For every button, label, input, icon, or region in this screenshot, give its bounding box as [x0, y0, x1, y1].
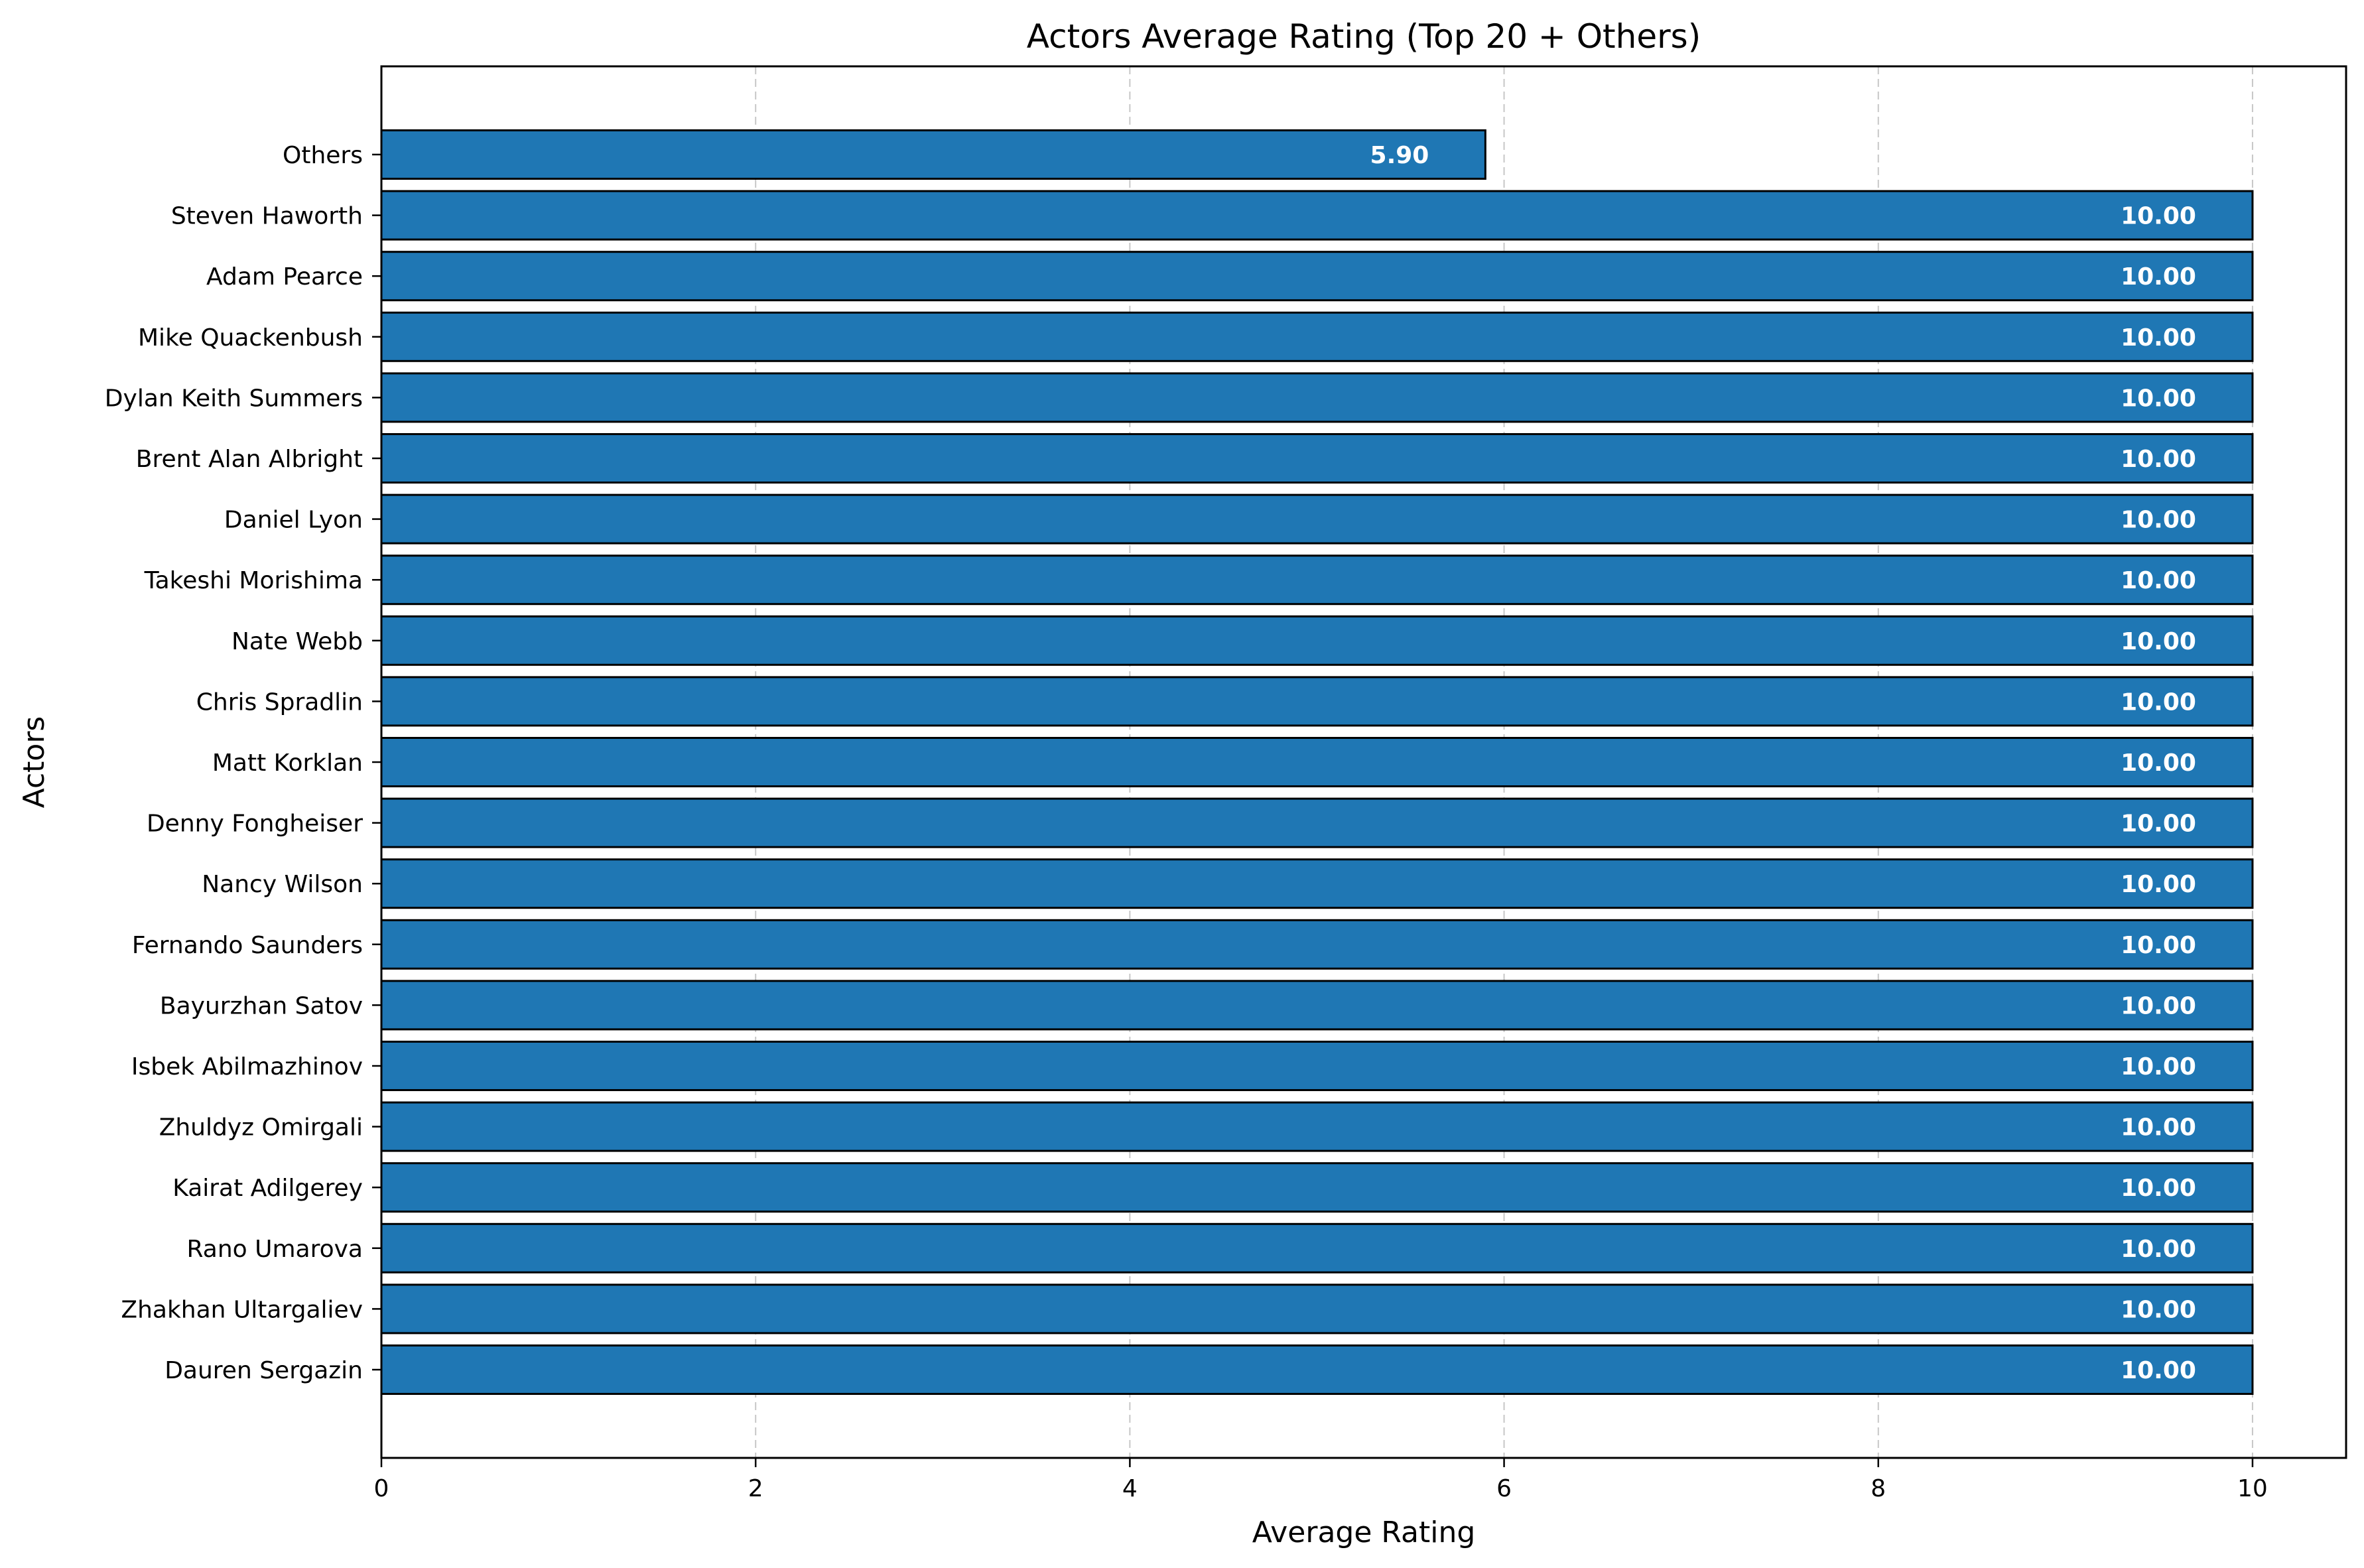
bar-value-label: 10.00	[2121, 324, 2196, 352]
bar-value-label: 10.00	[2121, 871, 2196, 898]
bar	[380, 1344, 2254, 1395]
bar	[380, 1101, 2254, 1152]
bar-value-label: 10.00	[2121, 811, 2196, 838]
y-tick-label: Brent Alan Albright	[136, 446, 363, 473]
bar	[380, 433, 2254, 484]
bar	[380, 311, 2254, 362]
x-tick-label: 4	[1122, 1475, 1138, 1502]
bar-value-label: 10.00	[2121, 750, 2196, 777]
bar-value-label: 10.00	[2121, 567, 2196, 594]
bar	[380, 372, 2254, 423]
bar-value-label: 10.00	[2121, 688, 2196, 716]
bars	[380, 129, 2254, 1395]
y-tick-label: Steven Haworth	[171, 203, 363, 230]
y-tick-label: Takeshi Morishima	[144, 567, 363, 594]
bar	[380, 251, 2254, 302]
y-tick-label: Nate Webb	[231, 628, 363, 655]
bar-value-label: 10.00	[2121, 203, 2196, 230]
y-tick-label: Rano Umarova	[187, 1236, 363, 1263]
bar	[380, 1162, 2254, 1213]
bar-value-label: 10.00	[2121, 1296, 2196, 1323]
value-labels: 5.90 10.00 10.00 10.00 10.00 10.00 10.00 10.00 1…	[1370, 142, 2196, 1384]
y-tick-label: Isbek Abilmazhinov	[131, 1053, 363, 1080]
bar	[380, 555, 2254, 606]
y-tick-label: Mike Quackenbush	[138, 324, 363, 352]
bar	[380, 1041, 2254, 1091]
bar	[380, 493, 2254, 545]
y-axis-ticks: Others Steven Haworth Adam Pearce Mike Quac…	[105, 142, 381, 1384]
y-tick-label: Adam Pearce	[206, 263, 363, 291]
bar-value-label: 10.00	[2121, 263, 2196, 291]
bar	[380, 190, 2254, 241]
y-axis-label: Actors	[17, 716, 51, 809]
bar-value-label: 10.00	[2121, 507, 2196, 534]
y-tick-label: Bayurzhan Satov	[160, 992, 363, 1019]
y-tick-label: Others	[283, 142, 363, 169]
chart-title: Actors Average Rating (Top 20 + Others)	[1027, 17, 1701, 56]
bar	[380, 1222, 2254, 1274]
bar-value-label: 10.00	[2121, 1236, 2196, 1263]
y-tick-label: Dauren Sergazin	[164, 1357, 363, 1384]
y-tick-label: Nancy Wilson	[202, 871, 363, 898]
bar	[380, 919, 2254, 970]
bar-value-label: 10.00	[2121, 1053, 2196, 1080]
x-axis-ticks: 0 2 4 6 8 10	[374, 1458, 2268, 1502]
x-axis-label: Average Rating	[1252, 1516, 1476, 1549]
y-tick-label: Denny Fongheiser	[147, 811, 363, 838]
y-tick-label: Daniel Lyon	[224, 507, 363, 534]
bar	[380, 858, 2254, 909]
bar	[380, 676, 2254, 727]
bar-value-label: 10.00	[2121, 932, 2196, 959]
y-tick-label: Chris Spradlin	[196, 688, 363, 716]
bar-value-label: 10.00	[2121, 446, 2196, 473]
bar-value-label: 10.00	[2121, 1175, 2196, 1202]
x-tick-label: 10	[2237, 1475, 2268, 1502]
bar-value-label: 5.90	[1370, 142, 1429, 169]
bar	[380, 129, 1486, 180]
y-tick-label: Fernando Saunders	[132, 932, 363, 959]
y-tick-label: Kairat Adilgerey	[172, 1175, 363, 1202]
x-tick-label: 6	[1496, 1475, 1512, 1502]
bar-value-label: 10.00	[2121, 628, 2196, 655]
bar-value-label: 10.00	[2121, 1114, 2196, 1142]
y-tick-label: Zhakhan Ultargaliev	[121, 1296, 363, 1323]
bar	[380, 980, 2254, 1031]
bar-value-label: 10.00	[2121, 992, 2196, 1019]
y-tick-label: Zhuldyz Omirgali	[159, 1114, 363, 1142]
bar-value-label: 10.00	[2121, 1357, 2196, 1384]
y-tick-label: Dylan Keith Summers	[105, 385, 363, 412]
bar	[380, 737, 2254, 787]
bar	[380, 615, 2254, 666]
bar	[380, 1283, 2254, 1335]
x-tick-label: 0	[374, 1475, 389, 1502]
y-tick-label: Matt Korklan	[212, 750, 363, 777]
bar	[380, 797, 2254, 848]
bar-value-label: 10.00	[2121, 385, 2196, 412]
x-tick-label: 8	[1871, 1475, 1886, 1502]
x-tick-label: 2	[748, 1475, 763, 1502]
